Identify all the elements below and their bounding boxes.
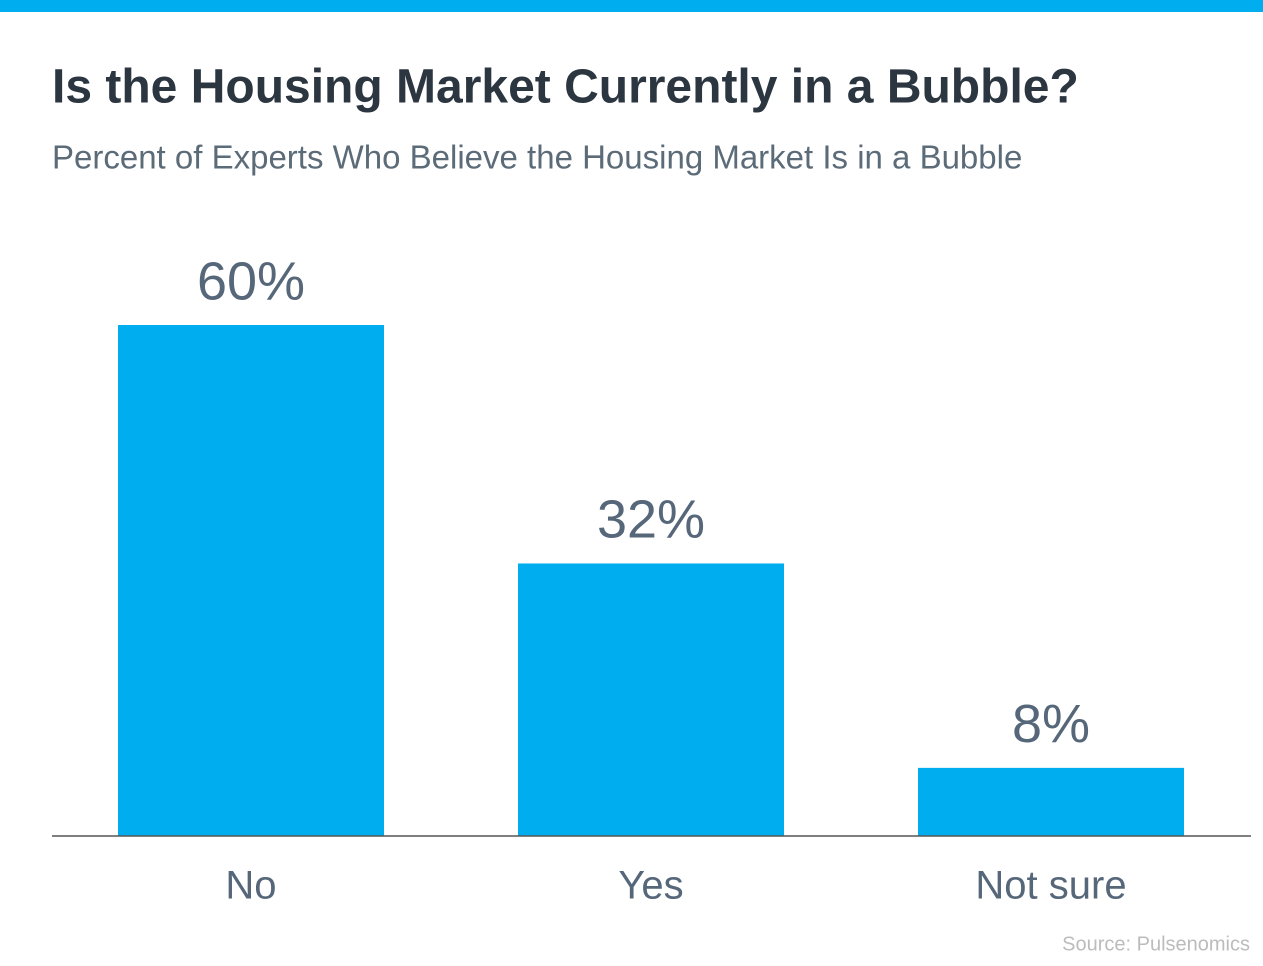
value-label: 60% [197,251,305,311]
x-tick-label: Not sure [975,864,1126,908]
bar [118,325,384,836]
bar [518,563,784,836]
x-tick-label: No [225,864,276,908]
chart-subtitle: Percent of Experts Who Believe the Housi… [52,139,1022,176]
chart-title: Is the Housing Market Currently in a Bub… [52,61,1079,114]
source-note: Source: Pulsenomics [1062,933,1250,955]
x-tick-label: Yes [618,864,683,908]
value-label: 32% [597,490,705,550]
value-label: 8% [1012,694,1090,754]
bar [918,767,1184,836]
top-stripe [0,0,1263,12]
